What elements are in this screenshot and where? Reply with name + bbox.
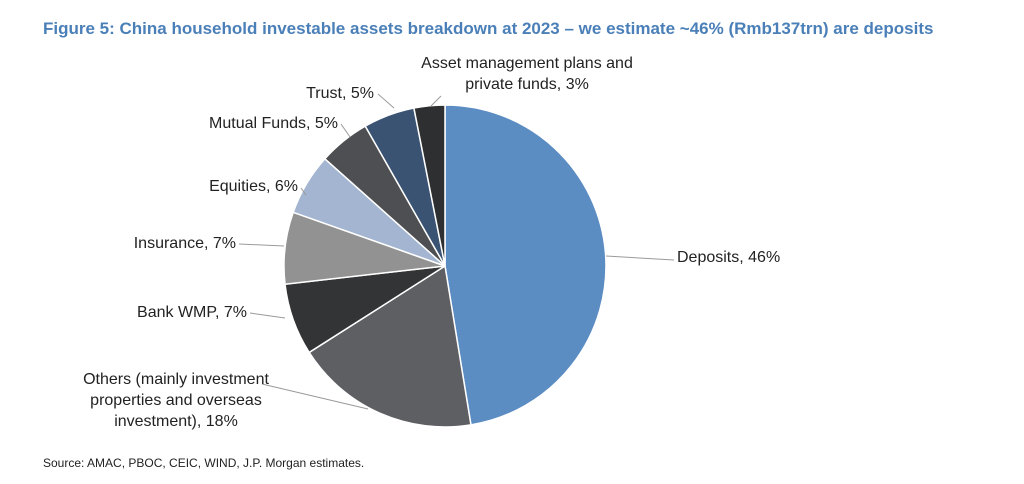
slice-label-line: investment), 18% <box>114 413 238 430</box>
leader-line-6 <box>377 93 395 109</box>
slice-label-2: Bank WMP, 7% <box>137 304 247 321</box>
leader-lines <box>238 93 675 410</box>
slice-label-1: Others (mainly investment properties and … <box>83 371 269 430</box>
slice-label-line: Mutual Funds, 5% <box>209 115 338 132</box>
leader-line-5 <box>340 123 351 138</box>
slice-label-line: private funds, 3% <box>465 76 589 93</box>
chart-source-note: Source: AMAC, PBOC, CEIC, WIND, J.P. Mor… <box>43 456 365 470</box>
pie-slice-7 <box>413 104 446 267</box>
slice-label-0: Deposits, 46% <box>677 249 780 266</box>
leader-line-2 <box>249 312 286 319</box>
slice-label-5: Mutual Funds, 5% <box>209 115 338 132</box>
leader-line-0 <box>605 255 675 261</box>
leader-line-3 <box>238 243 285 247</box>
slice-label-3: Insurance, 7% <box>134 235 236 252</box>
slice-label-line: Bank WMP, 7% <box>137 304 247 321</box>
slice-label-line: Asset management plans and <box>421 55 633 72</box>
pie-slice-1 <box>308 264 472 428</box>
slice-label-line: Insurance, 7% <box>134 235 236 252</box>
slice-label-line: Trust, 5% <box>306 85 374 102</box>
chart-title: Figure 5: China household investable ass… <box>43 19 934 38</box>
leader-line-7 <box>430 95 442 107</box>
slice-label-7: Asset management plans and private funds,… <box>421 55 633 93</box>
leader-line-4 <box>300 187 307 196</box>
slice-labels: Deposits, 46% Others (mainly investment pr… <box>83 55 780 430</box>
pie-slices <box>283 104 607 428</box>
leader-line-1 <box>261 383 369 410</box>
slice-label-line: properties and overseas <box>90 392 262 409</box>
slice-label-line: Others (mainly investment <box>83 371 269 388</box>
slice-label-line: Deposits, 46% <box>677 249 780 266</box>
slice-label-6: Trust, 5% <box>306 85 374 102</box>
slice-label-line: Equities, 6% <box>209 178 298 195</box>
slice-label-4: Equities, 6% <box>209 178 298 195</box>
pie-slice-0 <box>444 104 607 426</box>
